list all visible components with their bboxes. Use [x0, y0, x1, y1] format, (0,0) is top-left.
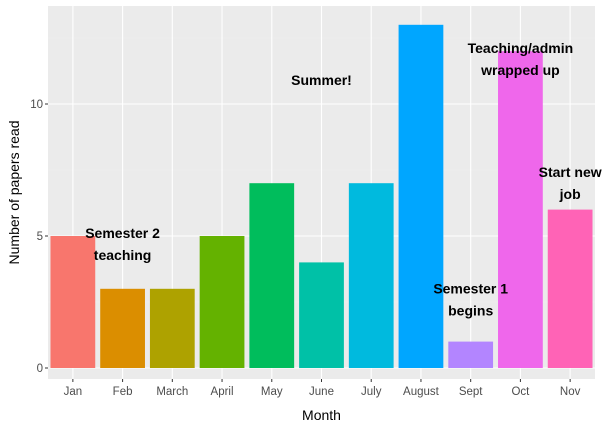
annotations: Semester 2 teaching Summer! Semester 1 begin… — [85, 40, 602, 318]
bar-april — [199, 236, 245, 368]
y-axis: 0 5 10 — [30, 99, 48, 375]
bar-august — [398, 24, 444, 369]
annotation-text: teaching — [94, 247, 152, 263]
bar-feb — [100, 288, 145, 368]
y-tick-label: 5 — [37, 231, 43, 243]
annotation-text: wrapped up — [480, 62, 560, 78]
bar-july — [348, 183, 394, 368]
bars — [50, 24, 593, 369]
x-tick-label: July — [361, 386, 382, 398]
y-axis-title: Number of papers read — [6, 121, 22, 265]
x-tick-label: May — [261, 386, 283, 398]
bar-nov — [547, 209, 593, 368]
bar-sept — [448, 341, 494, 368]
bar-jan — [50, 236, 96, 368]
annotation-text: Teaching/admin — [468, 40, 574, 56]
bar-oct — [498, 51, 543, 368]
annotation-text: Summer! — [291, 72, 352, 88]
x-axis: Jan Feb March April May June July August Sept Oct… — [64, 379, 581, 398]
x-tick-label: June — [309, 386, 334, 398]
bar-march — [149, 288, 195, 368]
x-tick-label: March — [156, 386, 188, 398]
bar-june — [299, 262, 344, 368]
y-tick-label: 0 — [37, 363, 43, 375]
annotation-text: begins — [448, 302, 493, 318]
annotation-text: Start new — [539, 164, 602, 180]
annotation-text: Semester 2 — [85, 225, 160, 241]
x-tick-label: Jan — [64, 386, 83, 398]
x-tick-label: August — [403, 386, 440, 398]
x-tick-label: Feb — [113, 386, 133, 398]
annotation-text: job — [559, 186, 581, 202]
y-tick-label: 10 — [30, 99, 43, 111]
x-tick-label: Sept — [459, 386, 483, 398]
x-axis-title: Month — [302, 407, 341, 423]
x-tick-label: Oct — [511, 386, 530, 398]
annotation-text: Semester 1 — [433, 280, 508, 296]
bar-may — [249, 183, 295, 368]
x-tick-label: April — [211, 386, 234, 398]
x-tick-label: Nov — [560, 386, 581, 398]
